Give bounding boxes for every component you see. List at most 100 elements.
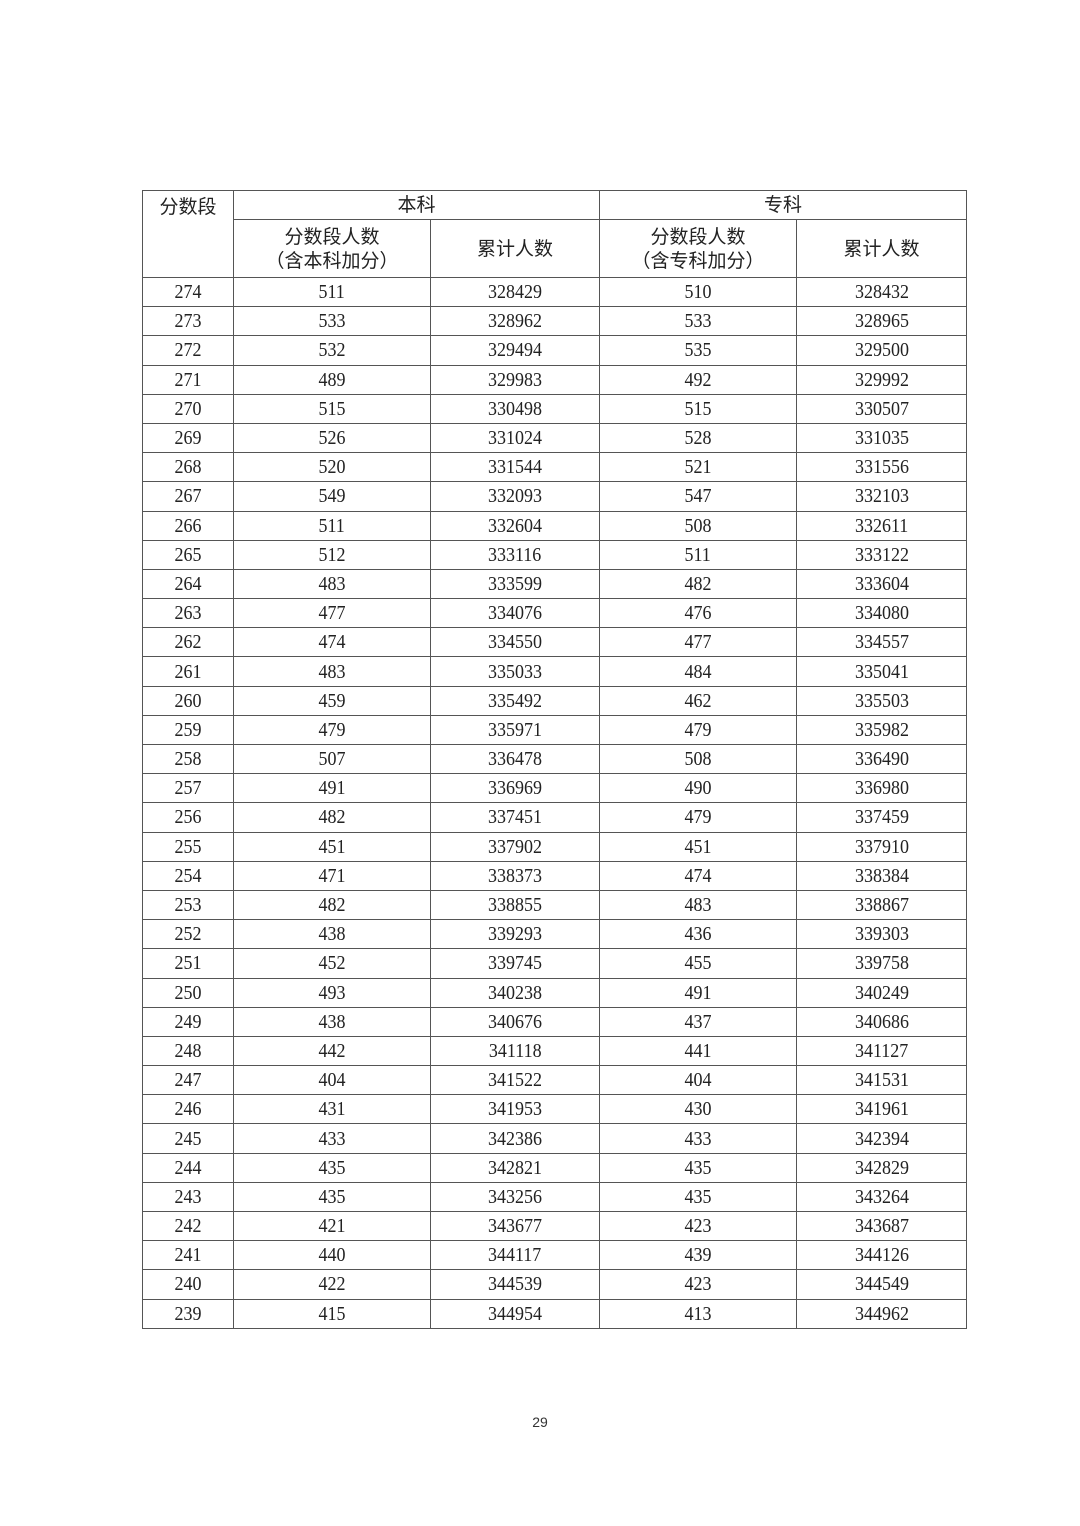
- cell-value: 335982: [854, 718, 909, 741]
- cell-value: 245: [174, 1127, 202, 1150]
- cell-value: 484: [684, 660, 712, 683]
- junior-cumulative-cell: 339303: [796, 919, 968, 950]
- cell-value: 332604: [488, 514, 542, 537]
- undergrad-count-cell: 438: [233, 919, 431, 950]
- table-row: 261 483 335033 484 335041: [142, 656, 968, 687]
- junior-count-cell: 476: [599, 598, 798, 629]
- cell-value: 342394: [854, 1127, 909, 1150]
- cell-value: 404: [318, 1069, 346, 1092]
- undergrad-count-cell: 491: [233, 773, 431, 804]
- cell-value: 482: [318, 894, 346, 917]
- junior-cumulative-cell: 335041: [796, 656, 968, 687]
- score-band-cell: 245: [142, 1123, 234, 1154]
- score-band-cell: 265: [142, 539, 234, 570]
- undergrad-count-cell: 421: [233, 1210, 431, 1242]
- cell-value: 528: [684, 427, 712, 450]
- cell-value: 508: [684, 514, 712, 537]
- header-score-band: 分数段: [142, 190, 234, 278]
- cell-value: 490: [684, 777, 712, 800]
- cell-value: 263: [174, 602, 202, 625]
- table-row: 245 433 342386 433 342394: [142, 1123, 968, 1154]
- cell-value: 341961: [854, 1098, 909, 1121]
- cell-value: 511: [684, 543, 712, 566]
- cell-value: 440: [318, 1244, 346, 1267]
- score-band-cell: 266: [142, 510, 234, 541]
- undergrad-cumulative-cell: 330498: [429, 393, 601, 424]
- cell-value: 259: [174, 718, 202, 741]
- undergrad-cumulative-cell: 343256: [429, 1181, 601, 1213]
- cell-value: 339293: [488, 923, 542, 946]
- header-undergrad: 本科: [232, 190, 601, 220]
- undergrad-count-cell: 479: [233, 714, 431, 746]
- page-number: 29: [532, 1414, 548, 1430]
- undergrad-cumulative-cell: 333116: [429, 539, 601, 570]
- cell-value: 451: [684, 835, 712, 858]
- undergrad-cumulative-cell: 343677: [429, 1210, 601, 1242]
- score-band-cell: 252: [142, 919, 234, 950]
- cell-value: 341118: [488, 1039, 542, 1062]
- cell-value: 479: [684, 806, 712, 829]
- header-undergrad-count-note: （含本科加分）: [265, 249, 399, 272]
- cell-value: 338384: [854, 864, 909, 887]
- cell-value: 247: [174, 1069, 202, 1092]
- cell-value: 267: [174, 485, 202, 508]
- cell-value: 342829: [854, 1156, 909, 1179]
- cell-value: 336980: [854, 777, 909, 800]
- cell-value: 339758: [854, 952, 909, 975]
- undergrad-count-cell: 520: [233, 452, 431, 483]
- undergrad-count-cell: 451: [233, 831, 431, 862]
- cell-value: 332103: [854, 485, 909, 508]
- cell-value: 515: [684, 397, 712, 420]
- table-row: 267 549 332093 547 332103: [142, 481, 968, 512]
- junior-cumulative-cell: 338867: [796, 889, 968, 921]
- score-band-cell: 256: [142, 802, 234, 833]
- cell-value: 421: [318, 1215, 346, 1238]
- cell-value: 334076: [488, 602, 542, 625]
- junior-cumulative-cell: 340686: [796, 1006, 968, 1037]
- undergrad-count-cell: 415: [233, 1298, 431, 1329]
- score-distribution-table: 分数段 本科 专科 分数段人数 （含本科加分） 累计人数 分数段人数 （含专科加分）…: [142, 190, 968, 1329]
- score-band-cell: 243: [142, 1181, 234, 1213]
- table-row: 241 440 344117 439 344126: [142, 1240, 968, 1271]
- junior-count-cell: 521: [599, 452, 798, 483]
- score-band-cell: 257: [142, 773, 234, 804]
- undergrad-count-cell: 515: [233, 393, 431, 424]
- cell-value: 435: [684, 1156, 712, 1179]
- cell-value: 330507: [854, 397, 909, 420]
- cell-value: 341522: [488, 1069, 542, 1092]
- cell-value: 492: [684, 368, 712, 391]
- table-row: 272 532 329494 535 329500: [142, 335, 968, 366]
- cell-value: 340238: [488, 981, 542, 1004]
- cell-value: 329494: [488, 339, 542, 362]
- cell-value: 337459: [854, 806, 909, 829]
- cell-value: 335033: [488, 660, 542, 683]
- junior-cumulative-cell: 335982: [796, 714, 968, 746]
- junior-cumulative-cell: 331035: [796, 422, 968, 454]
- cell-value: 535: [684, 339, 712, 362]
- score-band-cell: 272: [142, 335, 234, 366]
- table-row: 258 507 336478 508 336490: [142, 743, 968, 775]
- table-row: 242 421 343677 423 343687: [142, 1210, 968, 1242]
- table-row: 266 511 332604 508 332611: [142, 510, 968, 541]
- cell-value: 337451: [488, 806, 542, 829]
- cell-value: 520: [318, 456, 346, 479]
- cell-value: 342821: [488, 1156, 542, 1179]
- cell-value: 339303: [854, 923, 909, 946]
- junior-cumulative-cell: 343687: [796, 1210, 968, 1242]
- cell-value: 338855: [488, 894, 542, 917]
- cell-value: 471: [318, 864, 346, 887]
- score-band-cell: 263: [142, 598, 234, 629]
- score-band-cell: 267: [142, 481, 234, 512]
- junior-count-cell: 515: [599, 393, 798, 424]
- undergrad-count-cell: 482: [233, 802, 431, 833]
- undergrad-count-cell: 471: [233, 860, 431, 891]
- score-band-cell: 239: [142, 1298, 234, 1329]
- cell-value: 242: [174, 1215, 202, 1238]
- undergrad-cumulative-cell: 340238: [429, 977, 601, 1008]
- cell-value: 483: [684, 894, 712, 917]
- undergrad-cumulative-cell: 339745: [429, 948, 601, 979]
- header-junior: 专科: [599, 190, 968, 220]
- junior-cumulative-cell: 343264: [796, 1181, 968, 1213]
- table-row: 265 512 333116 511 333122: [142, 539, 968, 570]
- junior-cumulative-cell: 344126: [796, 1240, 968, 1271]
